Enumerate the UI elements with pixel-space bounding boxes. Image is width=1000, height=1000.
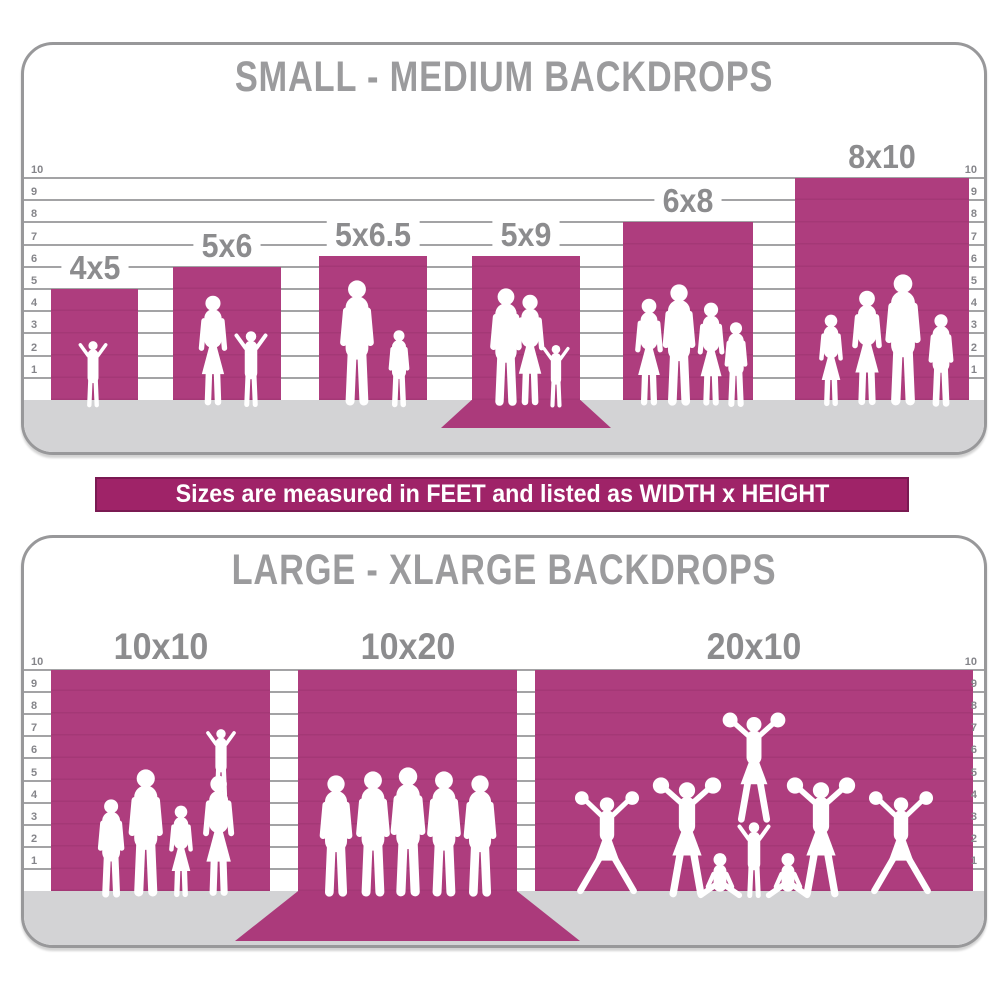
backdrop-8x10: 8x10	[795, 138, 969, 400]
backdrop-size-label: 4x5	[60, 249, 129, 287]
silhouette-toddler	[51, 289, 138, 400]
axis-tick-label-6ft: 6	[31, 744, 38, 757]
axis-tick-label-6ft: 6	[970, 252, 977, 265]
axis-tick-label-8ft: 8	[970, 208, 977, 221]
axis-tick-label-5ft: 5	[31, 275, 38, 287]
silhouette-man-and-boy	[319, 256, 427, 400]
axis-tick-label-4ft: 4	[31, 788, 38, 801]
axis-tick-label-9ft: 9	[970, 678, 977, 691]
backdrop-size-label: 5x6	[193, 227, 261, 265]
axis-tick-label-2ft: 2	[970, 341, 977, 354]
gridline-9ft	[24, 199, 984, 202]
backdrop-4x5: 4x5	[51, 249, 138, 400]
backdrop-10x10: 10x10	[51, 626, 270, 891]
gridline-10ft	[24, 177, 984, 179]
axis-tick-label-6ft: 6	[970, 744, 977, 757]
panel-title: SMALL - MEDIUM BACKDROPS	[234, 53, 774, 101]
axis-tick-label-3ft: 3	[31, 319, 38, 332]
axis-tick-label-4ft: 4	[970, 788, 977, 801]
axis-tick-label-7ft: 7	[31, 722, 38, 735]
axis-tick-label-4ft: 4	[970, 297, 977, 310]
axis-tick-label-3ft: 3	[970, 319, 977, 332]
axis-tick-label-8ft: 8	[31, 208, 38, 221]
axis-tick-label-1ft: 1	[970, 363, 977, 376]
backdrop-20x10: 20x10	[535, 626, 973, 891]
axis-tick-label-9ft: 9	[31, 678, 38, 691]
silhouette-family-of-four	[795, 178, 969, 400]
backdrop-6x8: 6x8	[623, 182, 753, 400]
backdrop-size-label: 20x10	[698, 626, 810, 668]
axis-tick-label-2ft: 2	[31, 341, 38, 354]
silhouette-family-child-on-shoulders	[51, 670, 270, 891]
backdrop-size-label: 10x20	[351, 626, 464, 668]
silhouette-group-of-five-men	[298, 670, 517, 891]
backdrop-size-label: 5x9	[492, 216, 560, 254]
silhouette-family-of-three	[472, 256, 580, 400]
backdrop-10x20: 10x20	[235, 626, 580, 941]
floor-sweep	[235, 891, 580, 941]
measurement-note-banner: Sizes are measured in FEET and listed as…	[95, 477, 909, 512]
axis-tick-label-1ft: 1	[31, 363, 38, 376]
panel-large-xlarge-backdrops: LARGE - XLARGE BACKDROPS 10x10 10x20	[21, 535, 987, 948]
backdrop-size-label: 10x10	[104, 626, 217, 668]
axis-tick-label-10ft: 10	[964, 164, 977, 176]
silhouette-family-of-four	[623, 222, 753, 400]
height-chart-stage: 4x5 5x6 5x6.5 5x9	[24, 45, 984, 452]
panel-small-medium-backdrops: SMALL - MEDIUM BACKDROPS 4x5 5x6 5x6.5	[21, 42, 987, 455]
axis-tick-label-5ft: 5	[970, 275, 977, 287]
axis-tick-label-8ft: 8	[31, 700, 38, 713]
axis-tick-label-2ft: 2	[970, 832, 977, 845]
axis-tick-label-3ft: 3	[970, 810, 977, 823]
axis-tick-label-1ft: 1	[970, 854, 977, 867]
axis-tick-label-7ft: 7	[31, 230, 38, 243]
axis-tick-label-7ft: 7	[970, 722, 977, 735]
axis-tick-label-5ft: 5	[31, 766, 38, 779]
measurement-note-text: Sizes are measured in FEET and listed as…	[175, 480, 829, 508]
axis-tick-label-10ft: 10	[964, 656, 977, 668]
axis-tick-label-10ft: 10	[31, 656, 44, 668]
axis-tick-label-1ft: 1	[31, 854, 38, 867]
backdrop-5x9: 5x9	[441, 216, 611, 428]
axis-tick-label-9ft: 9	[31, 186, 38, 199]
axis-tick-label-9ft: 9	[970, 186, 977, 199]
height-chart-stage: 10x10 10x20	[24, 538, 984, 945]
axis-tick-label-3ft: 3	[31, 810, 38, 823]
axis-tick-label-6ft: 6	[31, 252, 38, 265]
backdrop-size-label: 6x8	[654, 182, 722, 220]
backdrop-5x6: 5x6	[173, 227, 281, 400]
backdrop-5x6point5: 5x6.5	[319, 216, 427, 400]
backdrop-size-label: 8x10	[839, 138, 925, 176]
silhouette-woman-and-child	[173, 267, 281, 400]
silhouette-cheerleading-squad	[535, 670, 973, 891]
axis-tick-label-5ft: 5	[970, 766, 977, 779]
axis-tick-label-2ft: 2	[31, 832, 38, 845]
backdrop-size-label: 5x6.5	[326, 216, 420, 254]
axis-tick-label-8ft: 8	[970, 700, 977, 713]
axis-tick-label-4ft: 4	[31, 297, 38, 310]
panel-title: LARGE - XLARGE BACKDROPS	[231, 546, 777, 594]
axis-tick-label-7ft: 7	[970, 230, 977, 243]
axis-tick-label-10ft: 10	[31, 164, 44, 176]
